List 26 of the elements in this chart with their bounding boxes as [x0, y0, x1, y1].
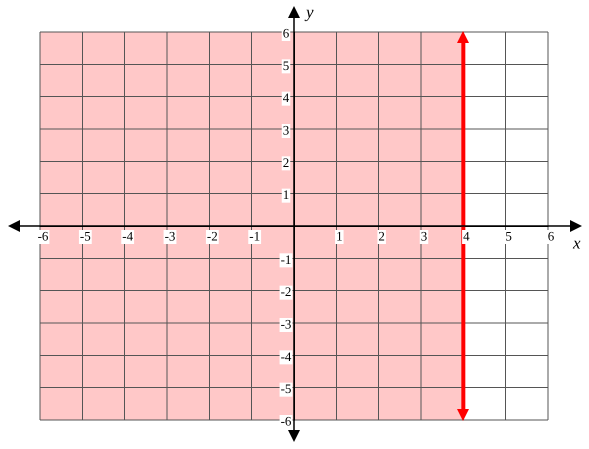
y-tick-label: 3	[282, 122, 290, 138]
y-tick-label: 6	[282, 25, 290, 40]
x-tick-label: -5	[80, 228, 91, 244]
x-tick-label: 1	[336, 228, 343, 244]
y-tick-label: 5	[282, 58, 290, 73]
x-tick-label: -6	[38, 228, 49, 244]
y-tick-label: 2	[282, 154, 290, 170]
x-axis-title: x	[572, 233, 581, 252]
y-tick-label: -4	[280, 348, 292, 364]
x-tick-label: 6	[548, 228, 555, 244]
x-tick-label: 2	[378, 228, 385, 244]
x-tick-label: 4	[463, 228, 470, 244]
y-axis-title: y	[304, 2, 314, 22]
y-tick-label: -3	[280, 316, 292, 332]
x-tick-label: 5	[505, 228, 512, 244]
y-tick-label: 1	[282, 187, 290, 202]
x-tick-label: 3	[420, 228, 428, 244]
y-tick-label: 4	[282, 90, 290, 106]
x-tick-label: -1	[249, 228, 260, 244]
y-tick-label: -1	[280, 252, 292, 267]
x-tick-label: -3	[164, 228, 176, 244]
y-tick-label: -2	[280, 284, 292, 300]
x-tick-label: -2	[206, 228, 218, 244]
y-tick-label: -6	[280, 413, 292, 428]
y-tick-label: -5	[280, 381, 292, 396]
x-tick-label: -4	[122, 228, 134, 244]
